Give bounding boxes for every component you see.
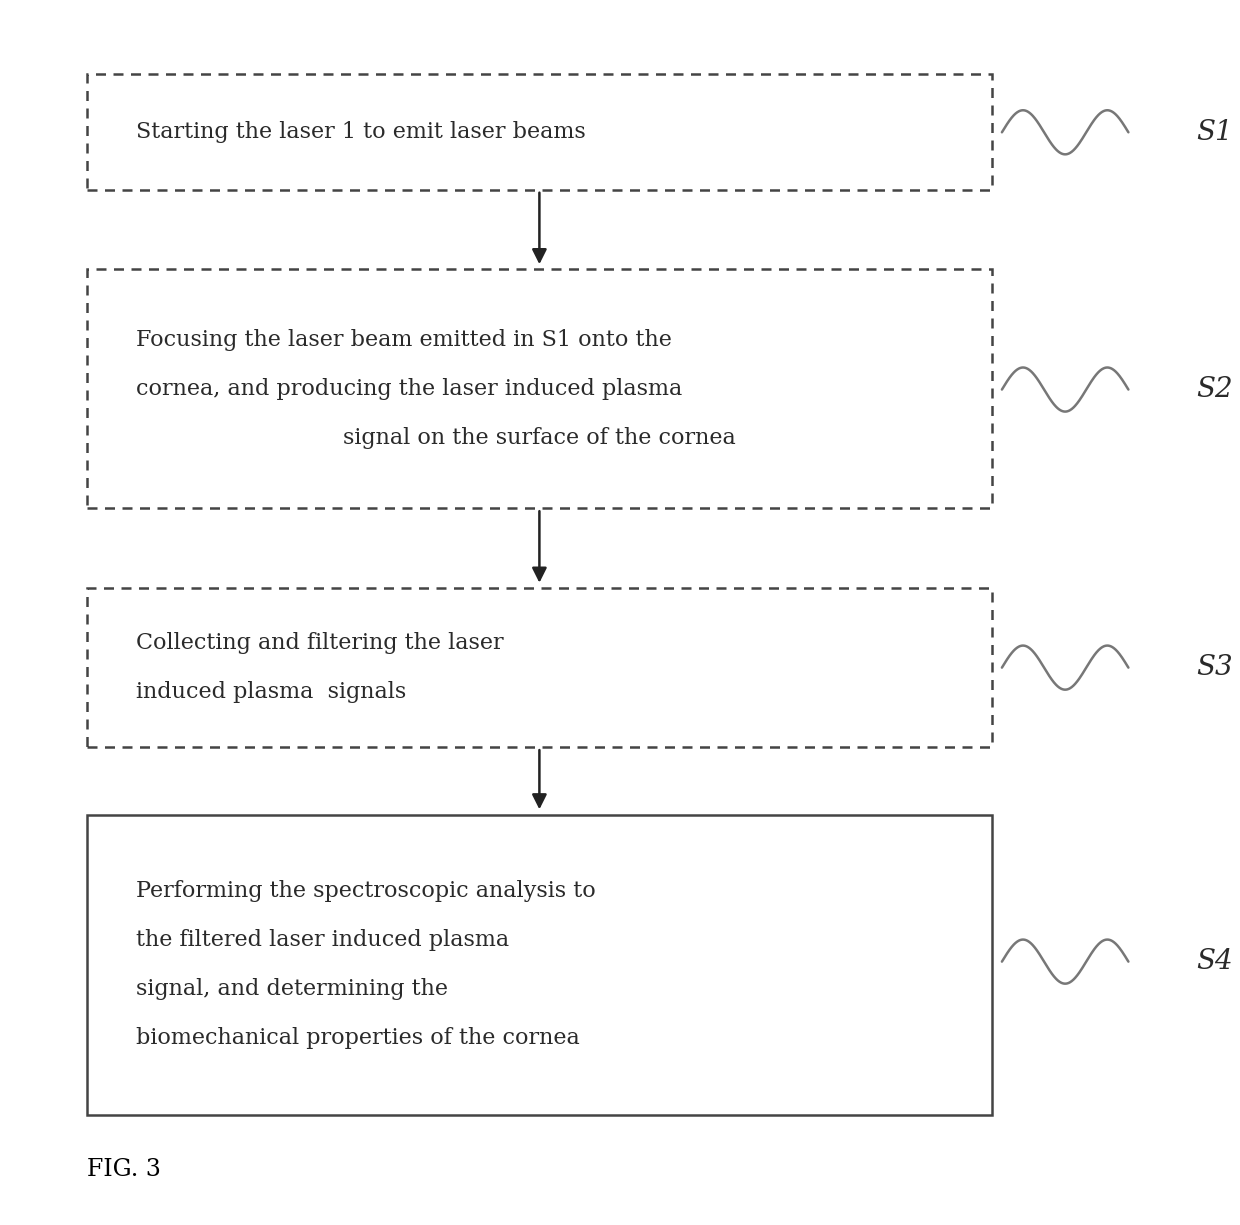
Text: cornea, and producing the laser induced plasma: cornea, and producing the laser induced … bbox=[136, 379, 683, 399]
Text: S1: S1 bbox=[1197, 119, 1234, 146]
Text: S4: S4 bbox=[1197, 948, 1234, 975]
Text: induced plasma  signals: induced plasma signals bbox=[136, 681, 407, 703]
Bar bbox=[87, 74, 992, 190]
Text: the filtered laser induced plasma: the filtered laser induced plasma bbox=[136, 930, 510, 951]
Text: FIG. 3: FIG. 3 bbox=[87, 1159, 161, 1181]
Text: signal on the surface of the cornea: signal on the surface of the cornea bbox=[343, 428, 735, 448]
Bar bbox=[87, 270, 992, 508]
Text: S2: S2 bbox=[1197, 376, 1234, 403]
Text: S3: S3 bbox=[1197, 654, 1234, 681]
Text: biomechanical properties of the cornea: biomechanical properties of the cornea bbox=[136, 1028, 580, 1049]
Text: signal, and determining the: signal, and determining the bbox=[136, 979, 449, 1000]
Text: Collecting and filtering the laser: Collecting and filtering the laser bbox=[136, 632, 503, 654]
Text: Starting the laser 1 to emit laser beams: Starting the laser 1 to emit laser beams bbox=[136, 121, 587, 142]
Text: Performing the spectroscopic analysis to: Performing the spectroscopic analysis to bbox=[136, 881, 596, 902]
Text: Focusing the laser beam emitted in S1 onto the: Focusing the laser beam emitted in S1 on… bbox=[136, 330, 672, 350]
Bar bbox=[87, 588, 992, 747]
Bar bbox=[87, 815, 992, 1115]
